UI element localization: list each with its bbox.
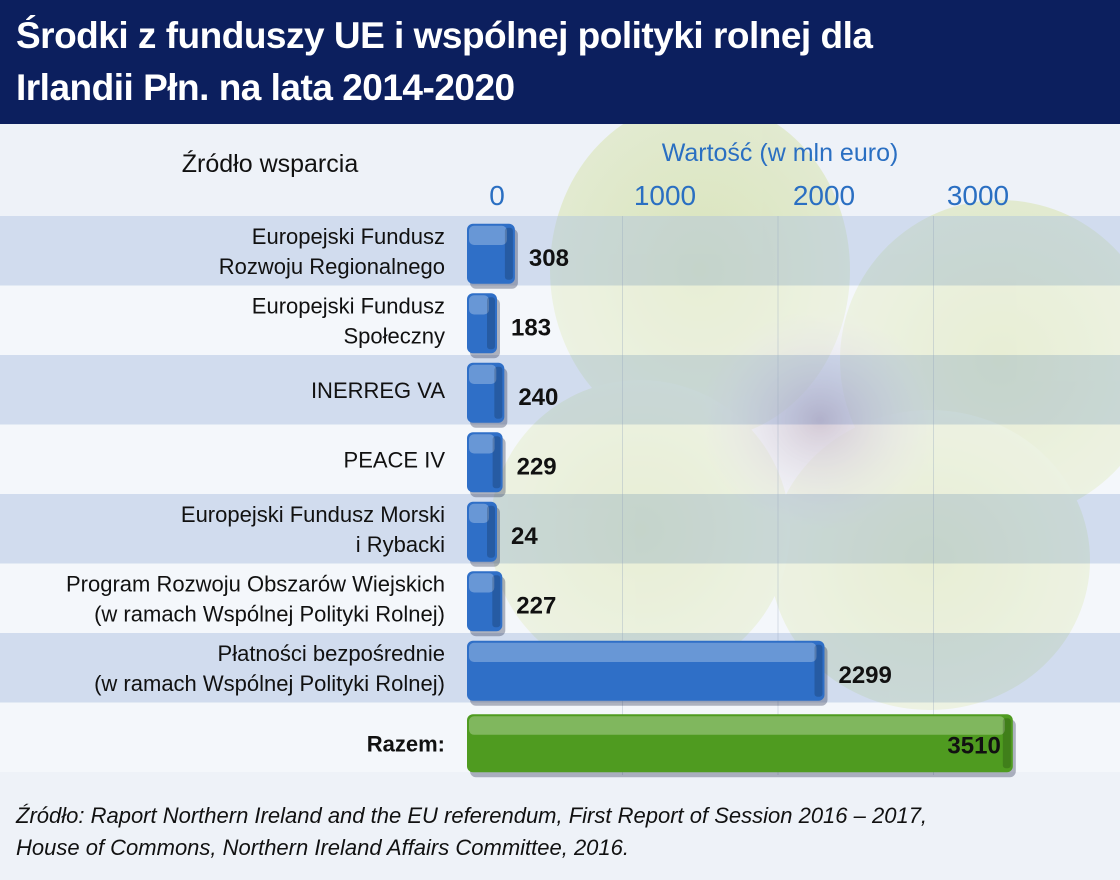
bar-edge xyxy=(487,297,495,350)
bar-highlight xyxy=(469,434,495,454)
x-tick-label: 2000 xyxy=(793,180,855,211)
bar-body xyxy=(467,714,1013,773)
value-label: 2299 xyxy=(838,662,891,689)
bar-edge xyxy=(487,505,495,558)
bar-edge xyxy=(492,436,501,489)
category-label: Europejski Fundusz xyxy=(252,293,445,318)
row-band xyxy=(0,563,1120,633)
x-tick-label: 1000 xyxy=(634,180,696,211)
bar-highlight xyxy=(469,364,497,384)
bar xyxy=(467,362,508,428)
bar-body xyxy=(467,223,515,284)
source-note: Źródło: Raport Northern Ireland and the … xyxy=(16,800,1106,864)
bar-body xyxy=(467,293,497,354)
bar-edge xyxy=(504,227,513,280)
bar-highlight xyxy=(469,573,495,593)
x-tick-label: 3000 xyxy=(947,180,1009,211)
bar-body xyxy=(467,640,825,701)
bar-body xyxy=(467,501,497,562)
category-label: Program Rozwoju Obszarów Wiejskich xyxy=(66,571,445,596)
chart-title: Środki z funduszy UE i wspólnej polityki… xyxy=(16,10,1106,114)
source-line-2: House of Commons, Northern Ireland Affai… xyxy=(16,835,630,860)
x-axis-ticks: 0 1000 2000 3000 xyxy=(489,180,1009,211)
bar-body xyxy=(467,432,503,493)
bar xyxy=(467,640,828,706)
row-band xyxy=(0,355,1120,425)
bar-edge xyxy=(492,575,501,628)
category-label: Europejski Fundusz Morski xyxy=(181,502,445,527)
category-label: INERREG VA xyxy=(311,378,445,403)
category-label: Razem: xyxy=(367,731,445,756)
value-label: 183 xyxy=(511,314,551,341)
bar-body xyxy=(467,362,505,423)
row-band xyxy=(0,424,1120,494)
category-label: Płatności bezpośrednie xyxy=(218,641,445,666)
value-label: 308 xyxy=(529,245,569,272)
bar-highlight xyxy=(469,642,817,662)
bar xyxy=(467,432,506,498)
category-label: PEACE IV xyxy=(344,447,446,472)
title-line-1: Środki z funduszy UE i wspólnej polityki… xyxy=(16,15,873,56)
bar xyxy=(467,571,506,637)
row-band xyxy=(0,216,1120,286)
bar-edge xyxy=(494,366,503,419)
category-label: Społeczny xyxy=(343,323,445,348)
value-labels: 308 183 240 229 24 227 2299 3510 xyxy=(511,245,1001,760)
source-line-1: Źródło: Raport Northern Ireland and the … xyxy=(16,803,928,828)
header-banner xyxy=(0,0,1120,124)
value-label: 24 xyxy=(511,523,538,550)
row-bands xyxy=(0,216,1120,772)
bar-highlight xyxy=(469,716,1005,735)
bar xyxy=(467,293,500,359)
category-label: i Rybacki xyxy=(356,532,445,557)
category-label: (w ramach Wspólnej Polityki Rolnej) xyxy=(94,671,445,696)
row-band xyxy=(0,494,1120,564)
x-tick-label: 0 xyxy=(489,180,505,211)
value-axis-title: Wartość (w mln euro) xyxy=(662,139,899,167)
bar-highlight xyxy=(469,225,507,245)
bar-edge xyxy=(814,644,823,697)
bar-highlight xyxy=(469,295,489,315)
category-label: (w ramach Wspólnej Polityki Rolnej) xyxy=(94,601,445,626)
bar-body xyxy=(467,571,503,632)
bars xyxy=(467,223,1016,778)
value-label: 229 xyxy=(517,453,557,480)
category-label: Rozwoju Regionalnego xyxy=(219,254,445,279)
bar-edge xyxy=(1002,718,1011,769)
bar-highlight xyxy=(469,503,489,523)
value-label: 240 xyxy=(518,384,558,411)
category-labels: Europejski Fundusz Rozwoju Regionalnego Eu… xyxy=(66,224,445,757)
value-label: 227 xyxy=(516,592,556,619)
bar xyxy=(467,501,500,567)
category-label: Europejski Fundusz xyxy=(252,224,445,249)
category-header: Źródło wsparcia xyxy=(182,149,359,178)
total-bar xyxy=(467,714,1016,778)
row-band xyxy=(0,285,1120,355)
value-label: 3510 xyxy=(947,732,1000,759)
title-line-2: Irlandii Płn. na lata 2014-2020 xyxy=(16,67,515,108)
bar xyxy=(467,223,518,289)
